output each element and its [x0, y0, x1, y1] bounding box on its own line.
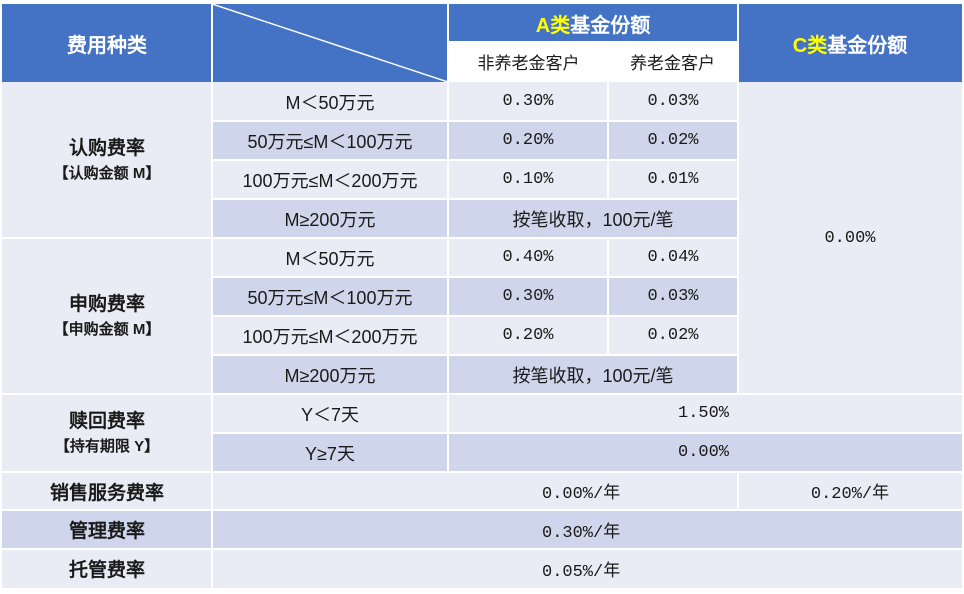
- grid-hline: [2, 393, 962, 395]
- pur-range-1: M＜50万元: [212, 238, 448, 277]
- grid-hline: [2, 548, 962, 550]
- purchase-title-cell: 申购费率 【申购金额 M】: [2, 238, 212, 394]
- sub-pension-2: 0.02%: [608, 121, 738, 160]
- sub-range-3: 100万元≤M＜200万元: [212, 160, 448, 199]
- grid-hline: [212, 120, 738, 122]
- red-range-1: Y＜7天: [212, 394, 448, 433]
- pur-pension-2: 0.03%: [608, 277, 738, 316]
- grid-vline: [211, 4, 213, 588]
- red-value-2: 0.00%: [448, 433, 962, 472]
- grid-hline: [212, 354, 738, 356]
- c-class-sub-purchase-rate: 0.00%: [738, 82, 962, 394]
- redemption-title: 赎回费率: [68, 411, 145, 433]
- management-title: 管理费率: [2, 510, 212, 549]
- grid-vline: [737, 4, 739, 394]
- a-class-label: A类: [535, 14, 571, 37]
- sub-non-pension-3: 0.10%: [448, 160, 608, 199]
- grid-hline: [212, 198, 738, 200]
- redemption-title-cell: 赎回费率 【持有期限 Y】: [2, 394, 212, 472]
- grid-hline: [2, 237, 738, 239]
- header-non-pension: 非养老金客户: [450, 43, 607, 80]
- sub-pension-1: 0.03%: [608, 82, 738, 121]
- header-pension: 养老金客户: [609, 43, 736, 80]
- pur-range-4: M≥200万元: [212, 355, 448, 394]
- sub-non-pension-2: 0.20%: [448, 121, 608, 160]
- pur-pension-3: 0.02%: [608, 316, 738, 355]
- red-value-1: 1.50%: [448, 394, 962, 433]
- sub-non-pension-1: 0.30%: [448, 82, 608, 121]
- a-class-suffix: 基金份额: [570, 14, 651, 37]
- pur-fixed-fee: 按笔收取，100元/笔: [448, 355, 738, 394]
- pur-range-3: 100万元≤M＜200万元: [212, 316, 448, 355]
- grid-vline: [607, 238, 609, 355]
- subscription-title-cell: 认购费率 【认购金额 M】: [2, 82, 212, 238]
- custody-title: 托管费率: [2, 549, 212, 588]
- sales-service-a-value: 0.00%/年: [212, 472, 738, 510]
- subscription-subtitle: 【认购金额 M】: [53, 164, 161, 182]
- grid-hline: [2, 509, 962, 511]
- grid-hline: [2, 471, 962, 473]
- subscription-title: 认购费率: [68, 138, 145, 160]
- purchase-title: 申购费率: [68, 294, 145, 316]
- sales-service-c-value: 0.20%/年: [738, 472, 962, 510]
- diagonal-line: [212, 4, 448, 82]
- grid-hline: [212, 432, 962, 434]
- custody-value: 0.05%/年: [212, 549, 962, 588]
- redemption-subtitle: 【持有期限 Y】: [54, 437, 160, 455]
- management-value: 0.30%/年: [212, 510, 962, 549]
- sub-range-1: M＜50万元: [212, 82, 448, 121]
- grid-vline: [737, 472, 739, 510]
- pur-non-pension-1: 0.40%: [448, 238, 608, 277]
- c-class-label: C类: [792, 34, 828, 57]
- header-a-class: A类 基金份额: [448, 4, 738, 42]
- pur-range-2: 50万元≤M＜100万元: [212, 277, 448, 316]
- pur-non-pension-2: 0.30%: [448, 277, 608, 316]
- pur-pension-1: 0.04%: [608, 238, 738, 277]
- header-fee-type: 费用种类: [2, 4, 212, 82]
- grid-hline: [212, 315, 738, 317]
- header-diagonal-cell: [212, 4, 448, 82]
- grid-hline: [212, 159, 738, 161]
- sub-range-4: M≥200万元: [212, 199, 448, 238]
- grid-hline: [212, 276, 738, 278]
- sub-fixed-fee: 按笔收取，100元/笔: [448, 199, 738, 238]
- c-class-suffix: 基金份额: [827, 34, 908, 57]
- sales-service-title: 销售服务费率: [2, 472, 212, 510]
- header-c-class: C类 基金份额: [738, 4, 962, 82]
- sub-pension-3: 0.01%: [608, 160, 738, 199]
- grid-hline: [448, 41, 738, 43]
- purchase-subtitle: 【申购金额 M】: [53, 320, 161, 338]
- pur-non-pension-3: 0.20%: [448, 316, 608, 355]
- sub-range-2: 50万元≤M＜100万元: [212, 121, 448, 160]
- red-range-2: Y≥7天: [212, 433, 448, 472]
